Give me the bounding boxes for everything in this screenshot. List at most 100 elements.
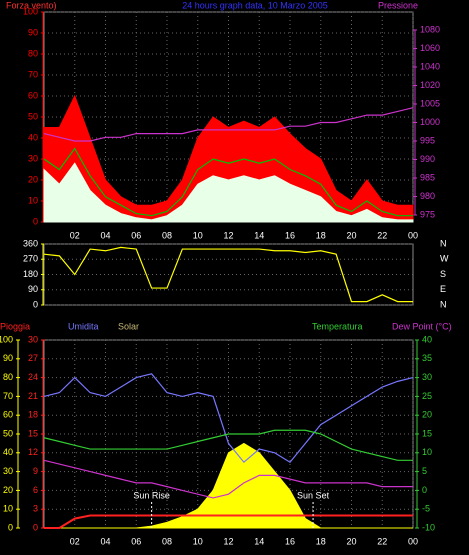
y3-tick-label: 30 [28,334,38,344]
x-tick-label: 20 [346,230,356,240]
y2-tick-label: 40 [422,334,432,344]
series-line [44,514,413,529]
y-tick-label: 90 [3,353,13,363]
y-tick-label: 0 [33,299,38,309]
direction-label: W [440,254,449,264]
y-tick-label: 80 [3,372,13,382]
y2-tick-label: 985 [420,172,435,182]
x-tick-label: 06 [131,536,141,546]
y-tick-label: 90 [28,284,38,294]
y3-tick-label: 12 [28,447,38,457]
y2-tick-label: 30 [422,372,432,382]
direction-label: E [440,284,446,294]
y-tick-label: 0 [8,522,13,532]
y2-tick-label: 5 [422,466,427,476]
legend-entry: Solar [118,321,139,331]
y-tick-label: 180 [23,269,38,279]
y2-tick-label: 15 [422,428,432,438]
y-tick-label: 40 [3,447,13,457]
y2-tick-label: 1080 [420,24,440,34]
wind-axis-label: Forza vento) [6,0,57,10]
y3-tick-label: 3 [33,504,38,514]
x-tick-label: 06 [131,230,141,240]
y-tick-label: 50 [28,111,38,121]
y3-tick-label: 27 [28,353,38,363]
y-tick-label: 90 [28,27,38,37]
y3-tick-label: 18 [28,410,38,420]
y2-tick-label: 980 [420,191,435,201]
y3-tick-label: 9 [33,466,38,476]
y-tick-label: 40 [28,132,38,142]
y2-tick-label: 1060 [420,43,440,53]
x-tick-label: 04 [100,230,110,240]
y-tick-label: 100 [23,6,38,16]
x-tick-label: 14 [254,536,264,546]
y-tick-label: 60 [3,410,13,420]
y-tick-label: 30 [28,153,38,163]
x-tick-label: 10 [193,536,203,546]
y2-tick-label: 10 [422,447,432,457]
direction-label: N [440,299,447,309]
x-tick-label: 18 [316,536,326,546]
y-tick-label: 70 [3,391,13,401]
x-tick-label: 22 [377,230,387,240]
series-line [43,246,413,303]
y3-tick-label: 6 [33,485,38,495]
x-tick-label: 00 [408,536,418,546]
x-tick-label: 08 [162,536,172,546]
y2-tick-label: -10 [422,522,435,532]
y2-tick-label: -5 [422,504,430,514]
annotation: Sun Set [297,490,330,500]
series-area [43,94,414,223]
y-tick-label: 100 [0,334,13,344]
x-tick-label: 08 [162,230,172,240]
y-tick-label: 50 [3,428,13,438]
y2-tick-label: 990 [420,154,435,164]
y2-tick-label: 1000 [420,117,440,127]
y-tick-label: 30 [3,466,13,476]
y2-tick-label: 0 [422,485,427,495]
direction-label: N [440,238,447,248]
x-tick-label: 14 [254,230,264,240]
series-line [43,147,413,217]
y2-tick-label: 25 [422,391,432,401]
x-tick-label: 16 [285,230,295,240]
x-tick-label: 04 [100,536,110,546]
series-line [43,459,413,499]
x-tick-label: 16 [285,536,295,546]
y-tick-label: 20 [28,174,38,184]
series-line [43,107,414,142]
y2-tick-label: 1020 [420,80,440,90]
y2-tick-label: 35 [422,353,432,363]
y3-tick-label: 21 [28,391,38,401]
y-tick-label: 270 [23,254,38,264]
y-tick-label: 10 [3,504,13,514]
legend-entry: Umidita [68,321,99,331]
y2-tick-label: 1005 [420,98,440,108]
y3-tick-label: 0 [33,522,38,532]
y-tick-label: 70 [28,69,38,79]
series-line [43,429,413,461]
x-tick-label: 12 [223,536,233,546]
x-tick-label: 20 [346,536,356,546]
y-tick-label: 0 [33,216,38,226]
x-tick-label: 02 [70,230,80,240]
y2-tick-label: 975 [420,209,435,219]
x-tick-label: 22 [377,536,387,546]
y-tick-label: 80 [28,48,38,58]
x-tick-label: 10 [193,230,203,240]
y3-tick-label: 24 [28,372,38,382]
legend-entry: Temperatura [312,321,363,331]
x-tick-label: 12 [223,230,233,240]
pressure-axis-label: Pressione [378,0,418,10]
series-line [43,373,414,464]
y2-tick-label: 1040 [420,61,440,71]
legend-entry: Dew Point (°C) [392,321,452,331]
x-tick-label: 02 [70,536,80,546]
y-tick-label: 60 [28,90,38,100]
y2-tick-label: 20 [422,410,432,420]
y-tick-label: 20 [3,485,13,495]
chart-title: 24 hours graph data, 10 Marzo 2005 [182,0,328,10]
y-tick-label: 360 [23,238,38,248]
